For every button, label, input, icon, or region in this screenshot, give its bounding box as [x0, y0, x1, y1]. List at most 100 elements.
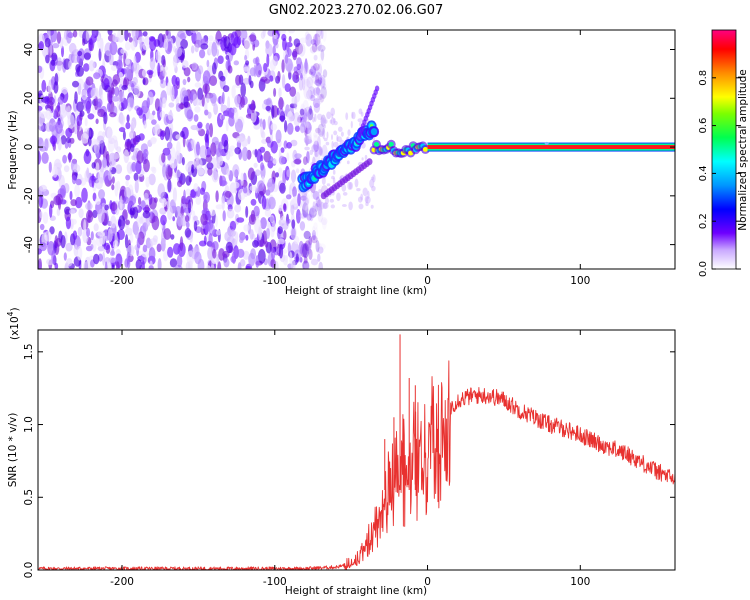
noise-blob	[350, 120, 353, 129]
noise-blob	[286, 122, 294, 135]
noise-blob	[72, 80, 79, 88]
noise-blob	[107, 228, 113, 242]
noise-blob	[298, 43, 306, 57]
noise-blob	[229, 43, 237, 56]
noise-blob	[286, 152, 290, 162]
noise-blob	[205, 265, 211, 269]
noise-blob	[70, 218, 77, 225]
noise-blob	[243, 66, 249, 72]
noise-blob	[176, 213, 184, 227]
noise-blob	[362, 187, 368, 197]
noise-blob	[63, 252, 67, 261]
noise-blob	[275, 129, 282, 144]
noise-blob	[88, 37, 93, 52]
noise-blob	[51, 52, 58, 62]
noise-blob	[202, 70, 211, 85]
noise-blob	[280, 147, 285, 153]
noise-blob	[288, 70, 292, 80]
noise-blob	[233, 181, 240, 189]
noise-blob	[109, 164, 113, 171]
noise-blob	[166, 141, 173, 150]
noise-blob	[315, 74, 320, 84]
noise-blob	[39, 111, 48, 119]
noise-blob	[212, 249, 217, 259]
spectrogram-y-tick-label: 20	[23, 92, 35, 105]
noise-blob	[304, 240, 311, 252]
noise-blob	[285, 58, 293, 72]
noise-blob	[313, 132, 319, 138]
noise-blob	[193, 98, 202, 106]
snr-series	[38, 334, 675, 570]
noise-blob	[309, 74, 317, 80]
noise-blob	[278, 155, 286, 165]
noise-blob	[118, 215, 126, 231]
noise-blob	[286, 111, 294, 123]
figure-title: GN02.2023.270.02.06.G07	[269, 3, 444, 18]
noise-blob	[247, 167, 255, 181]
noise-blob	[121, 84, 128, 91]
noise-blob	[312, 226, 316, 234]
noise-blob	[319, 148, 323, 157]
noise-blob	[310, 65, 316, 78]
noise-blob	[256, 148, 262, 163]
noise-blob	[76, 101, 84, 113]
spectrogram-y-tick-label: -40	[23, 236, 35, 253]
noise-blob	[341, 184, 347, 192]
noise-blob	[86, 227, 91, 238]
noise-blob	[67, 32, 74, 39]
svg-text:(x104): (x104)	[6, 307, 21, 340]
noise-blob	[284, 120, 288, 133]
noise-blob	[109, 200, 113, 210]
noise-blob	[235, 74, 242, 86]
noise-blob	[149, 57, 156, 70]
noise-blob	[38, 117, 42, 124]
noise-blob	[257, 249, 266, 264]
noise-blob	[303, 156, 308, 166]
snr-x-tick-label: -100	[263, 576, 287, 588]
noise-blob	[222, 210, 226, 222]
noise-blob	[157, 62, 161, 77]
snr-line	[38, 360, 675, 570]
noise-blob	[333, 130, 338, 136]
noise-blob	[129, 95, 134, 108]
noise-blob	[269, 75, 274, 82]
noise-blob	[209, 209, 216, 217]
noise-blob	[342, 192, 348, 196]
noise-blob	[167, 111, 174, 121]
noise-blob	[230, 255, 237, 263]
noise-blob	[245, 234, 249, 241]
noise-blob	[333, 141, 339, 148]
noise-blob	[205, 122, 210, 131]
colorbar-tick-label: 0.0	[698, 261, 709, 277]
noise-blob	[310, 65, 317, 76]
noise-blob	[175, 76, 180, 86]
noise-blob	[197, 87, 204, 101]
noise-blob	[313, 33, 321, 46]
noise-blob	[286, 169, 291, 178]
noise-blob	[162, 163, 167, 178]
noise-blob	[135, 259, 142, 269]
noise-blob	[304, 58, 308, 74]
noise-blob	[87, 113, 95, 120]
noise-blob	[229, 145, 236, 151]
noise-blob	[130, 40, 136, 51]
noise-blob	[318, 145, 322, 152]
noise-blob	[303, 121, 312, 135]
noise-blob	[131, 161, 137, 172]
noise-blob	[49, 124, 53, 132]
noise-blob	[71, 175, 77, 185]
noise-blob	[159, 97, 163, 111]
noise-blob	[181, 157, 185, 166]
noise-blob	[103, 242, 111, 251]
noise-blob	[269, 59, 276, 71]
noise-blob	[103, 78, 110, 89]
noise-blob	[142, 77, 146, 85]
noise-blob	[91, 173, 95, 188]
noise-blob	[90, 244, 94, 250]
noise-blob	[114, 86, 120, 97]
noise-blob	[56, 208, 61, 217]
noise-blob	[315, 39, 322, 52]
noise-blob	[53, 81, 59, 94]
noise-blob	[299, 213, 307, 219]
noise-blob	[309, 207, 317, 218]
